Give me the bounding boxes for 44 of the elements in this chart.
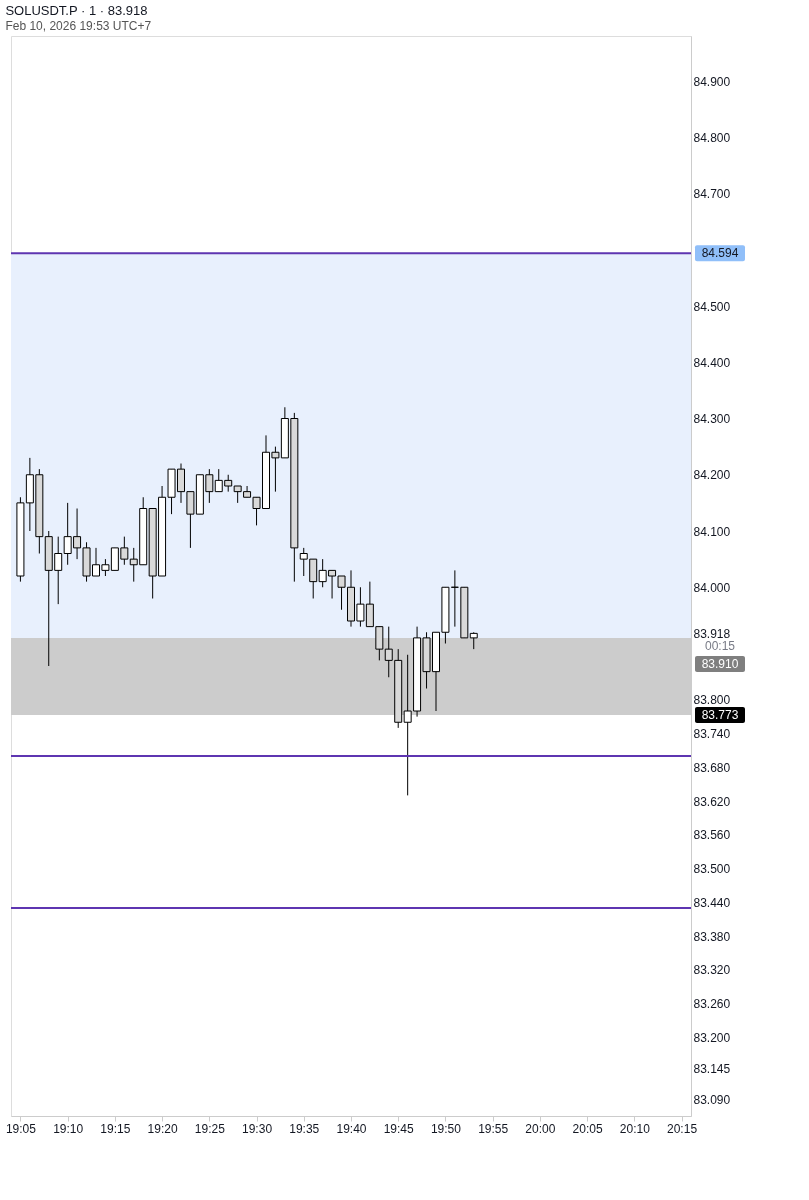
- y-tick-label: 83.260: [693, 997, 731, 1011]
- y-tick-label: 84.400: [693, 355, 731, 370]
- band-label: 83.910: [701, 656, 739, 671]
- chart-subtitle: Feb 10, 2026 19:53 UTC+7: [5, 19, 152, 33]
- y-tick-label: 83.090: [693, 1092, 731, 1107]
- y-tick-label: 84.700: [693, 187, 731, 201]
- x-tick-label: 20:10: [619, 1121, 651, 1136]
- y-tick-label: 83.380: [693, 929, 731, 944]
- band-label: 83.773: [701, 707, 739, 722]
- y-tick-label: 84.100: [693, 524, 731, 539]
- chart-title: SOLUSDT.P · 1 · 83.918: [5, 3, 148, 18]
- y-tick-label: 83.560: [693, 828, 731, 843]
- y-tick-label: 83.200: [693, 1030, 731, 1045]
- ref-line-label: 84.594: [701, 246, 739, 261]
- x-tick-label: 19:25: [194, 1121, 226, 1136]
- x-tick-label: 19:20: [147, 1121, 178, 1136]
- y-tick-label: 84.200: [693, 468, 731, 483]
- text: 00:15: [704, 639, 736, 654]
- x-tick-label: 19:50: [430, 1121, 462, 1136]
- x-tick-label: 19:45: [383, 1121, 415, 1136]
- y-tick-label: 83.800: [693, 693, 731, 708]
- x-tick-label: 19:30: [242, 1121, 273, 1136]
- y-tick-label: 83.320: [693, 963, 731, 978]
- y-tick-label: 84.000: [693, 580, 731, 595]
- y-tick-label: 83.500: [693, 862, 731, 876]
- x-tick-label: 19:35: [289, 1121, 320, 1136]
- y-tick-label: 84.500: [693, 299, 731, 314]
- y-tick-label: 83.145: [693, 1061, 731, 1076]
- x-tick-label: 20:15: [667, 1121, 698, 1136]
- x-tick-label: 19:55: [478, 1121, 509, 1136]
- y-tick-label: 84.300: [693, 412, 731, 426]
- x-tick-label: 20:05: [572, 1121, 603, 1136]
- y-tick-label: 83.740: [693, 727, 731, 741]
- y-tick-label: 83.440: [693, 895, 731, 910]
- y-tick-label: 83.918: [693, 626, 731, 641]
- y-tick-label: 84.800: [693, 130, 731, 145]
- x-tick-label: 19:05: [5, 1121, 37, 1136]
- x-tick-label: 19:15: [100, 1121, 131, 1136]
- y-tick-label: 83.680: [693, 760, 731, 775]
- y-tick-label: 84.900: [693, 74, 731, 89]
- y-tick-label: 83.620: [693, 794, 731, 809]
- x-tick-label: 20:00: [525, 1121, 556, 1136]
- x-tick-label: 19:10: [53, 1121, 84, 1136]
- x-tick-label: 19:40: [336, 1121, 367, 1136]
